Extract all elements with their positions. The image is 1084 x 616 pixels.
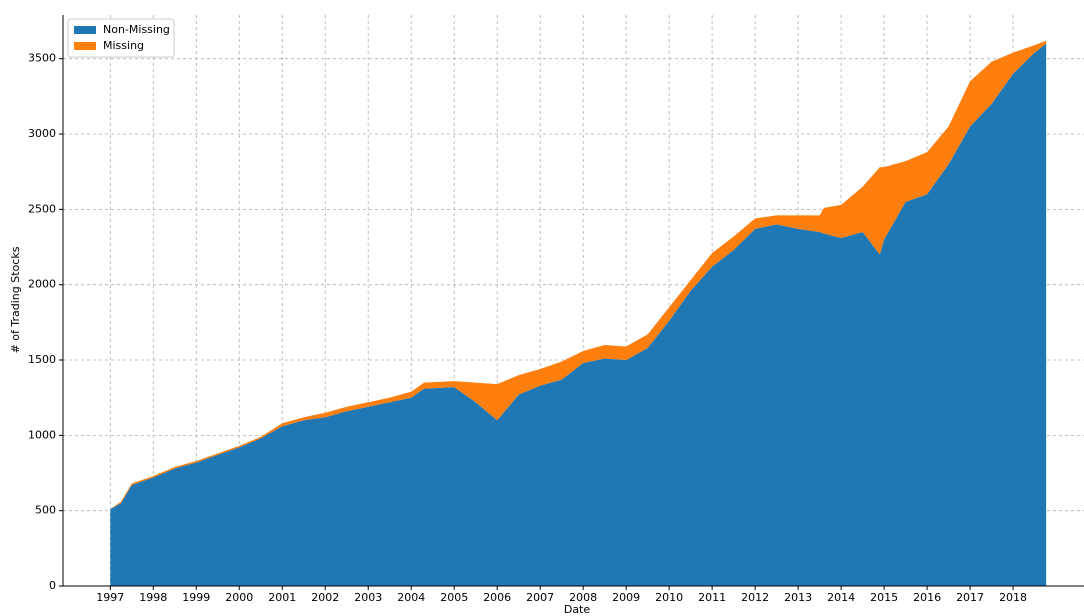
x-tick-label: 1997: [96, 591, 124, 604]
x-tick-label: 2014: [827, 591, 855, 604]
x-tick-label: 2017: [956, 591, 984, 604]
x-tick-label: 2011: [698, 591, 726, 604]
x-tick-label: 2016: [913, 591, 941, 604]
legend-label: Non-Missing: [103, 23, 170, 36]
x-tick-label: 1999: [182, 591, 210, 604]
x-tick-label: 2007: [526, 591, 554, 604]
x-tick-label: 2005: [440, 591, 468, 604]
legend-swatch: [74, 42, 96, 50]
y-tick-label: 2500: [28, 202, 56, 215]
y-tick-label: 0: [49, 579, 56, 592]
x-tick-label: 2013: [784, 591, 812, 604]
y-tick-label: 1000: [28, 428, 56, 441]
legend-swatch: [74, 26, 96, 34]
x-tick-label: 2009: [612, 591, 640, 604]
x-tick-label: 2000: [225, 591, 253, 604]
x-tick-label: 1998: [139, 591, 167, 604]
x-tick-label: 2001: [268, 591, 296, 604]
x-tick-label: 2006: [483, 591, 511, 604]
area: [110, 43, 1047, 587]
x-tick-label: 2003: [354, 591, 382, 604]
y-tick-label: 500: [35, 504, 56, 517]
y-tick-label: 3500: [28, 52, 56, 65]
y-tick-label: 1500: [28, 353, 56, 366]
legend-label: Missing: [103, 39, 144, 52]
x-tick-label: 2002: [311, 591, 339, 604]
y-tick-label: 3000: [28, 127, 56, 140]
x-tick-label: 2018: [999, 591, 1027, 604]
x-axis-label: Date: [564, 603, 591, 616]
x-tick-label: 2004: [397, 591, 425, 604]
y-tick-label: 2000: [28, 278, 56, 291]
y-axis-label: # of Trading Stocks: [9, 246, 22, 353]
x-tick-label: 2012: [741, 591, 769, 604]
x-tick-label: 2015: [870, 591, 898, 604]
x-tick-label: 2008: [569, 591, 597, 604]
x-tick-label: 2010: [655, 591, 683, 604]
